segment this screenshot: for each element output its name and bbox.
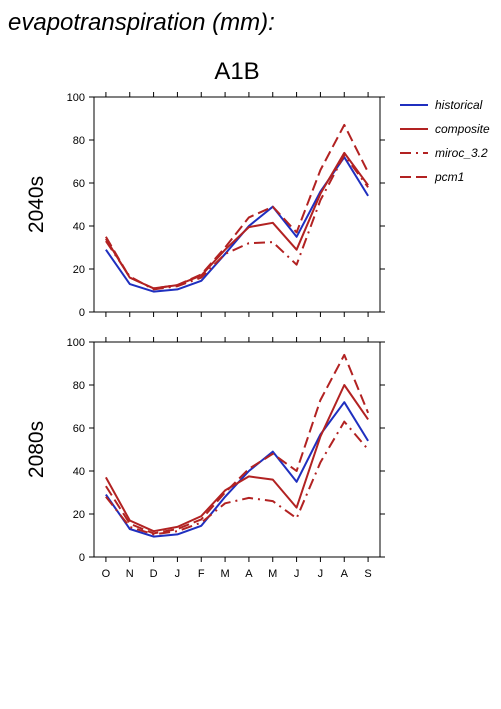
chart-panels: 0 20 40 60 80 100 2040s 0 20 40 60 80 100 O N D J F M A M J J A… [25, 92, 385, 580]
x-tick-label: O [102, 568, 111, 580]
y-axis-label: 2080s [25, 421, 48, 478]
panel-2040s: 0 20 40 60 80 100 2040s [25, 92, 385, 319]
y-axis-label: 2040s [25, 176, 48, 233]
y-tick-label: 60 [73, 423, 85, 435]
x-tick-label: J [318, 568, 324, 580]
series-line-miroc-3-2 [105, 154, 369, 291]
series-line-miroc-3-2 [105, 420, 369, 536]
y-tick-label: 40 [73, 466, 85, 478]
scenario-title: A1B [214, 58, 259, 85]
x-tick-label: N [126, 568, 134, 580]
x-tick-label: A [341, 568, 349, 580]
legend-label-composite: composite [435, 122, 490, 136]
x-tick-label: M [220, 568, 229, 580]
legend: historical composite miroc_3.2 pcm1 [400, 98, 490, 184]
plot-frame [93, 341, 381, 558]
x-tick-label: A [245, 568, 253, 580]
legend-label-pcm1: pcm1 [434, 170, 464, 184]
x-tick-label: D [150, 568, 158, 580]
y-tick-label: 100 [67, 92, 85, 104]
series-line-composite [105, 151, 369, 290]
y-tick-label: 100 [67, 337, 85, 349]
x-tick-label: F [198, 568, 205, 580]
figure-title: evapotranspiration (mm): [8, 9, 275, 36]
x-tick-label: J [175, 568, 181, 580]
series-line-pcm1 [105, 123, 369, 290]
x-tick-label: J [294, 568, 300, 580]
y-tick-label: 40 [73, 221, 85, 233]
y-tick-label: 0 [79, 552, 85, 564]
y-tick-label: 20 [73, 509, 85, 521]
y-tick-label: 20 [73, 264, 85, 276]
y-tick-label: 80 [73, 380, 85, 392]
series-line-composite [105, 384, 369, 533]
legend-label-miroc-3-2: miroc_3.2 [435, 146, 488, 160]
series-line-pcm1 [105, 353, 370, 535]
y-tick-label: 80 [73, 135, 85, 147]
series-line-historical [105, 401, 369, 538]
panel-2080s: 0 20 40 60 80 100 O N D J F M A M J J A S 2080s [25, 337, 385, 580]
x-tick-label: S [364, 568, 371, 580]
y-tick-label: 0 [79, 307, 85, 319]
y-tick-label: 60 [73, 178, 85, 190]
x-tick-label: M [268, 568, 277, 580]
series-line-historical [105, 156, 369, 293]
legend-label-historical: historical [435, 98, 483, 112]
plot-frame [93, 96, 381, 313]
